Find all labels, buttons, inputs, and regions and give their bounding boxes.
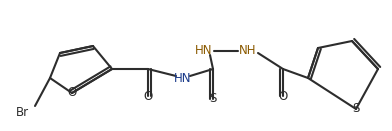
Text: S: S xyxy=(352,102,360,116)
Text: Br: Br xyxy=(15,107,29,119)
Text: O: O xyxy=(67,86,76,100)
Text: HN: HN xyxy=(174,72,192,84)
Text: O: O xyxy=(278,89,288,102)
Text: S: S xyxy=(209,92,217,105)
Text: NH: NH xyxy=(239,45,257,58)
Text: O: O xyxy=(143,89,152,102)
Text: HN: HN xyxy=(195,45,213,58)
